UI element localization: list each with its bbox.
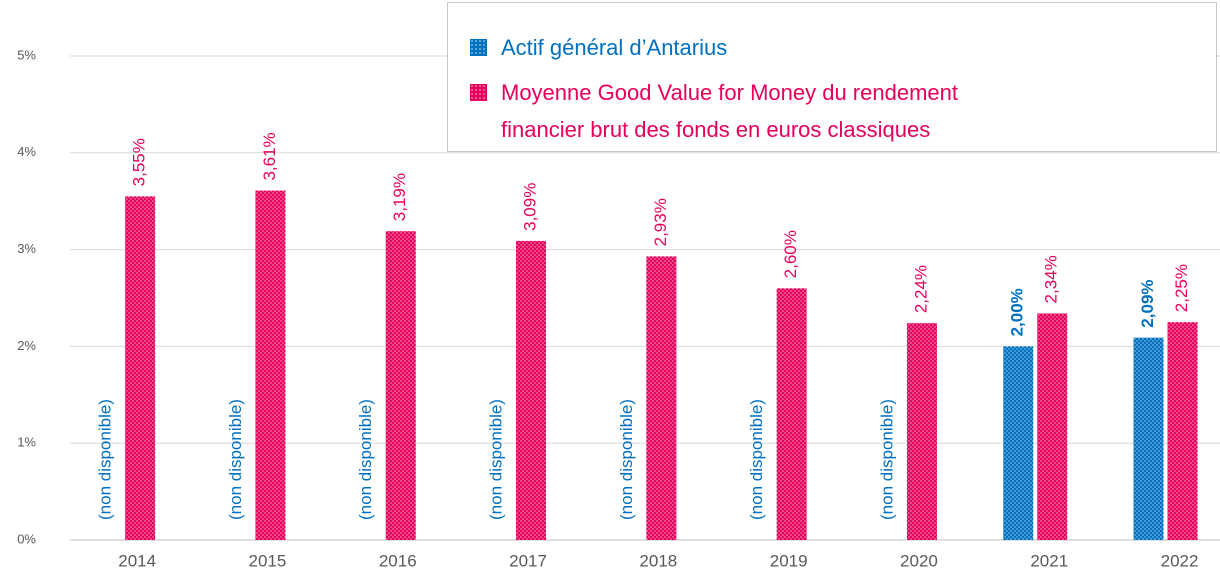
legend-label: Moyenne Good Value for Money du rendemen…: [501, 80, 958, 142]
bar: [516, 240, 547, 540]
legend-swatch: [470, 39, 487, 56]
bar: [906, 323, 937, 540]
bar: [1037, 313, 1068, 540]
value-label: (non disponible): [356, 399, 375, 520]
value-label: (non disponible): [877, 399, 896, 520]
y-tick-label: 1%: [17, 435, 36, 450]
value-label: (non disponible): [487, 399, 506, 520]
x-tick-label: 2017: [509, 551, 547, 570]
value-label: 2,25%: [1172, 264, 1191, 312]
value-label: 2,34%: [1042, 255, 1061, 303]
y-tick-label: 0%: [17, 531, 36, 546]
value-label: 2,24%: [911, 265, 930, 313]
bar: [776, 288, 807, 540]
value-label: 2,93%: [651, 198, 670, 246]
bar: [1133, 337, 1164, 540]
y-tick-label: 2%: [17, 338, 36, 353]
legend-item: Actif général d’Antarius: [470, 29, 1196, 66]
x-tick-label: 2016: [379, 551, 417, 570]
x-tick-label: 2019: [770, 551, 808, 570]
x-tick-label: 2018: [639, 551, 677, 570]
value-label: (non disponible): [747, 399, 766, 520]
value-label: 3,61%: [260, 132, 279, 180]
bar: [1167, 322, 1198, 540]
legend-label: Actif général d’Antarius: [501, 35, 728, 60]
value-label: (non disponible): [226, 399, 245, 520]
legend-swatch: [470, 84, 487, 101]
legend: Actif général d’Antarius Moyenne Good Val…: [447, 2, 1217, 152]
value-label: (non disponible): [617, 399, 636, 520]
value-label: 3,55%: [130, 138, 149, 186]
value-label: 2,00%: [1008, 288, 1027, 336]
bar: [385, 231, 416, 540]
x-tick-label: 2015: [249, 551, 287, 570]
bar: [125, 196, 156, 541]
value-label: 3,19%: [390, 173, 409, 221]
y-tick-label: 5%: [17, 47, 36, 62]
y-tick-label: 4%: [17, 144, 36, 159]
y-tick-label: 3%: [17, 241, 36, 256]
value-label: 2,09%: [1138, 279, 1157, 327]
value-label: 2,60%: [781, 230, 800, 278]
bar: [1003, 346, 1034, 540]
x-tick-label: 2022: [1161, 551, 1199, 570]
x-tick-label: 2014: [118, 551, 156, 570]
value-label: 3,09%: [521, 183, 540, 231]
bar: [646, 256, 677, 540]
x-tick-label: 2021: [1030, 551, 1068, 570]
x-tick-label: 2020: [900, 551, 938, 570]
value-label: (non disponible): [96, 399, 115, 520]
legend-item: Moyenne Good Value for Money du rendemen…: [470, 74, 1196, 148]
bar: [255, 190, 286, 540]
